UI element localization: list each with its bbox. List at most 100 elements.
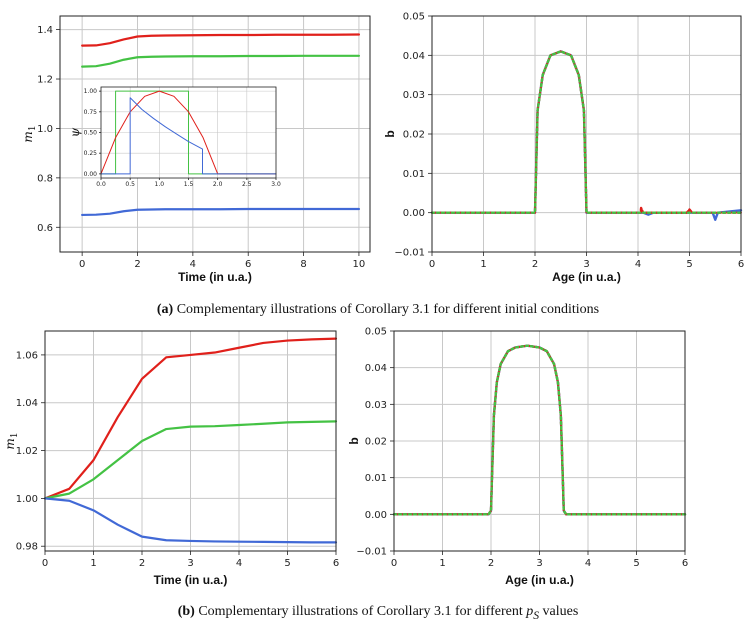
y-axis-label-group: ψ <box>68 127 82 137</box>
x-tick-label: 4 <box>635 259 641 270</box>
y-tick-label: 0.6 <box>37 223 53 234</box>
x-tick-label: 0 <box>79 259 85 270</box>
y-axis-label-group: b <box>383 130 397 137</box>
y-axis-label: b <box>347 437 361 444</box>
y-tick-label: 0.01 <box>403 169 425 180</box>
series-line-blue <box>100 97 277 175</box>
x-tick-label: 6 <box>682 558 688 569</box>
y-tick-label: 0.8 <box>37 173 53 184</box>
caption-b-text-pre: Complementary illustrations of Corollary… <box>198 604 527 619</box>
x-tick-label: 1 <box>439 558 445 569</box>
axes-frame-a1 <box>59 15 371 253</box>
y-axis-label-group: m1 <box>3 432 20 449</box>
x-tick-label: 0.0 <box>96 181 106 188</box>
x-tick-label: 1.5 <box>184 181 194 188</box>
x-tick-label: 1.0 <box>155 181 165 188</box>
y-tick-label: 0.75 <box>84 109 98 116</box>
series-line-green <box>43 420 338 500</box>
x-tick-label: 2 <box>532 259 538 270</box>
x-tick-label: 2 <box>139 558 145 569</box>
x-tick-label: 4 <box>236 558 242 569</box>
series-line-green <box>392 344 687 516</box>
x-axis-label: Time (in u.a.) <box>178 270 252 284</box>
y-axis-label-subscript: 1 <box>10 432 20 438</box>
chart-b1: 0 1 2 3 4 5 6 0.98 1.00 1.02 1.04 1.06 Time (in u.a.… <box>3 330 339 587</box>
x-tick-label: 1 <box>90 558 96 569</box>
caption-b-text-post: values <box>539 604 579 619</box>
y-axis-label-main: b <box>383 130 397 137</box>
y-tick-label: 0.02 <box>365 437 387 448</box>
y-axis-label-main: b <box>347 437 361 444</box>
y-tick-label: 1.2 <box>37 75 53 86</box>
series-line-green <box>430 50 743 214</box>
x-tick-label: 2 <box>488 558 494 569</box>
caption-b-label: (b) <box>177 604 195 619</box>
y-tick-label: 0.00 <box>84 171 98 178</box>
y-tick-label: 0.02 <box>403 130 425 141</box>
y-tick-label: 0.00 <box>365 510 387 521</box>
y-tick-label: 1.02 <box>16 446 38 457</box>
y-tick-label: 0.04 <box>365 363 387 374</box>
caption-b: (b) Complementary illustrations of Corol… <box>0 604 756 622</box>
y-axis-label-subscript: 1 <box>28 125 38 131</box>
x-tick-label: 6 <box>333 558 339 569</box>
x-tick-label: 0 <box>42 558 48 569</box>
x-axis-label: Time (in u.a.) <box>154 573 228 587</box>
y-tick-label: −0.01 <box>356 547 387 558</box>
chart-b2: 0 1 2 3 4 5 6 −0.01 0.00 0.01 0.02 0.03 0.04 0.05 Age … <box>347 327 688 588</box>
x-axis-label: Age (in u.a.) <box>552 270 621 284</box>
y-axis-label-main: ψ <box>68 127 82 137</box>
y-tick-label: 1.00 <box>16 494 38 505</box>
y-tick-label: 0.03 <box>365 400 387 411</box>
x-tick-label: 3.0 <box>271 181 281 188</box>
x-tick-label: 10 <box>353 259 366 270</box>
y-tick-label: 1.06 <box>16 350 38 361</box>
x-tick-label: 4 <box>190 259 196 270</box>
x-tick-label: 5 <box>633 558 639 569</box>
series-line-blue <box>43 497 338 544</box>
y-tick-label: 0.05 <box>403 12 425 23</box>
x-tick-label: 1 <box>480 259 486 270</box>
y-tick-label: −0.01 <box>394 248 425 259</box>
y-tick-label: 0.01 <box>365 473 387 484</box>
x-tick-label: 2.0 <box>213 181 223 188</box>
x-tick-label: 0 <box>391 558 397 569</box>
y-tick-label: 1.4 <box>37 25 53 36</box>
series-line-red <box>81 33 361 47</box>
caption-b-subscript: S <box>533 608 540 622</box>
y-tick-label: 0.05 <box>365 327 387 338</box>
y-axis-label: b <box>383 130 397 137</box>
x-tick-label: 2 <box>134 259 140 270</box>
x-tick-label: 0.5 <box>125 181 135 188</box>
y-axis-label-group: m1 <box>21 125 38 142</box>
x-tick-label: 5 <box>284 558 290 569</box>
y-axis-label: m1 <box>21 125 38 142</box>
y-tick-label: 0.03 <box>403 90 425 101</box>
x-tick-label: 8 <box>300 259 306 270</box>
x-tick-label: 5 <box>686 259 692 270</box>
series-line-green <box>81 54 361 68</box>
caption-a-label: (a) <box>156 302 174 317</box>
y-tick-label: 1.04 <box>16 398 38 409</box>
caption-a: (a) Complementary illustrations of Corol… <box>0 302 756 318</box>
y-tick-label: 0.00 <box>403 208 425 219</box>
y-tick-label: 1.00 <box>84 88 98 95</box>
x-tick-label: 3 <box>583 259 589 270</box>
caption-b-symbol: p <box>526 604 534 619</box>
y-axis-label-main: m <box>21 131 35 142</box>
y-axis-label: ψ <box>68 127 82 137</box>
caption-a-text: Complementary illustrations of Corollary… <box>176 302 600 317</box>
x-tick-label: 6 <box>738 259 744 270</box>
x-tick-label: 0 <box>429 259 435 270</box>
y-axis-label-group: b <box>347 437 361 444</box>
chart-inset: 0.0 0.5 1.0 1.5 2.0 2.5 3.0 0.00 0.25 0.50 0.75 1.0… <box>68 86 281 188</box>
x-tick-label: 2.5 <box>242 181 252 188</box>
chart-a2: 0 1 2 3 4 5 6 −0.01 0.00 0.01 0.02 0.03 0.04 0.05 Age … <box>383 12 744 285</box>
x-tick-label: 3 <box>536 558 542 569</box>
y-tick-label: 0.25 <box>84 150 98 157</box>
y-tick-label: 0.98 <box>16 542 38 553</box>
x-tick-label: 4 <box>585 558 591 569</box>
x-tick-label: 3 <box>187 558 193 569</box>
y-axis-label: m1 <box>3 432 20 449</box>
